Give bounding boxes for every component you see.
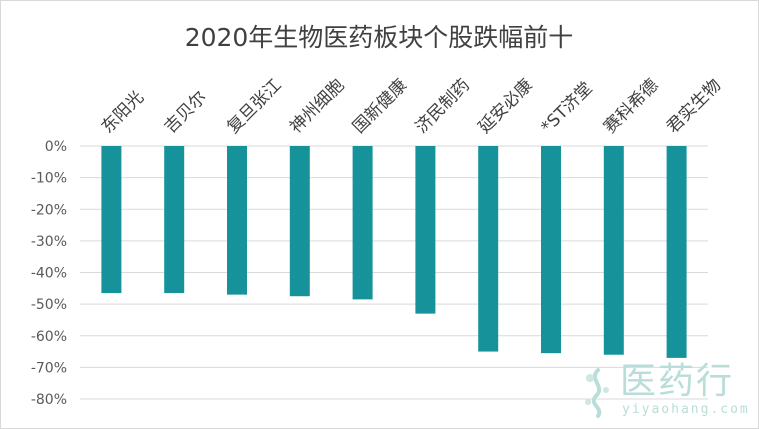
watermark-logo-icon [585,368,609,418]
bars [101,146,687,358]
y-tick-label: -20% [31,202,67,218]
chart-title: 2020年生物医药板块个股跌幅前十 [185,23,574,52]
x-category-label: 济民制药 [412,75,474,137]
x-category-label: 吉贝尔 [161,87,211,137]
x-category-label: 复旦张江 [223,75,285,137]
watermark-text: 医药行 [620,361,735,402]
bar [603,146,624,355]
bar [352,146,373,300]
bar [101,146,122,294]
y-tick-label: -40% [31,266,67,282]
x-category-label: *ST济堂 [537,78,596,137]
bar [541,146,561,354]
x-category-label: 君实生物 [663,75,725,137]
gridlines [80,145,708,400]
x-category-label: 延安必康 [475,75,537,137]
bar [415,146,436,314]
bar [666,146,687,358]
bar [227,146,247,295]
bar [289,146,310,297]
x-category-label: 东阳光 [98,87,148,137]
bar [164,146,185,294]
bar [478,146,499,352]
y-tick-label: 0% [45,139,67,155]
y-tick-label: -80% [31,392,67,408]
x-category-label: 国新健康 [349,75,411,137]
y-tick-label: -60% [31,329,67,345]
x-category-label: 神州细胞 [286,75,348,137]
x-category-label: 赛科希德 [599,75,662,138]
y-tick-label: -70% [31,360,67,376]
watermark-subtext: yiyaohang.com [622,402,750,417]
y-tick-label: -50% [31,297,67,313]
y-tick-label: -30% [31,234,67,250]
watermark: 医药行 yiyaohang.com [578,362,753,420]
y-tick-label: -10% [31,171,67,187]
y-axis-ticks: 0% -10% -20% -30% -40% -50% -60% -70% -80% [31,139,67,408]
x-axis-labels: 东阳光 吉贝尔 复旦张江 神州细胞 国新健康 济民制药 延安必康 *ST济堂 赛科希德 君实生物 [98,75,725,138]
